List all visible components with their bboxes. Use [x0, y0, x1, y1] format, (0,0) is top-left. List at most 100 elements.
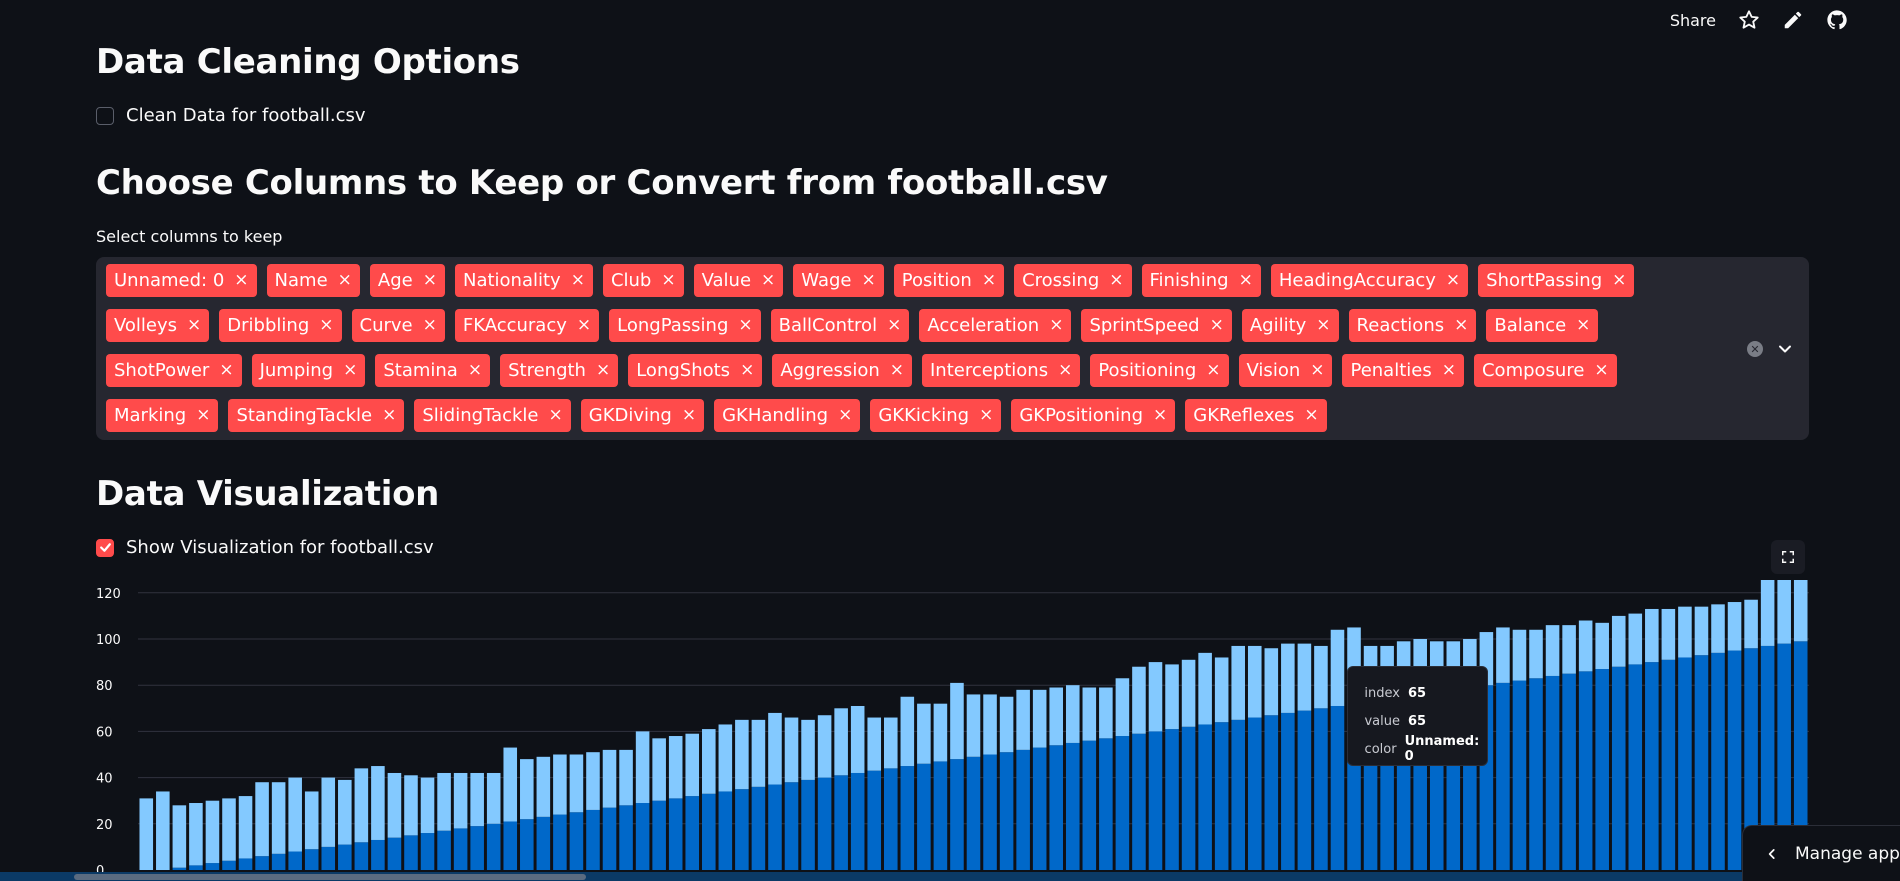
- bar-unnamed-0[interactable]: [205, 863, 220, 870]
- bar-unnamed-0[interactable]: [1661, 659, 1676, 870]
- tag-shortpassing[interactable]: ShortPassing ×: [1478, 264, 1635, 297]
- bar-age[interactable]: [1645, 608, 1659, 663]
- share-button[interactable]: Share: [1669, 10, 1716, 30]
- bar-unnamed-0[interactable]: [933, 761, 948, 870]
- bar-unnamed-0[interactable]: [801, 779, 815, 870]
- tag-stamina[interactable]: Stamina ×: [375, 354, 491, 387]
- bar-age[interactable]: [1065, 685, 1080, 743]
- bar-age[interactable]: [387, 772, 402, 838]
- bar-age[interactable]: [983, 694, 997, 755]
- bar-age[interactable]: [1314, 645, 1328, 709]
- remove-tag-icon[interactable]: ×: [1109, 270, 1124, 290]
- bar-unnamed-0[interactable]: [1578, 671, 1593, 870]
- bar-unnamed-0[interactable]: [1247, 717, 1262, 870]
- bar-age[interactable]: [668, 736, 683, 799]
- bar-unnamed-0[interactable]: [1264, 715, 1279, 870]
- tag-acceleration[interactable]: Acceleration ×: [919, 309, 1072, 342]
- tag-composure[interactable]: Composure ×: [1473, 354, 1617, 387]
- bar-unnamed-0[interactable]: [1727, 650, 1742, 870]
- remove-tag-icon[interactable]: ×: [467, 360, 483, 380]
- bar-age[interactable]: [321, 777, 336, 847]
- bar-unnamed-0[interactable]: [338, 844, 352, 870]
- bar-age[interactable]: [801, 719, 815, 780]
- bar-age[interactable]: [602, 749, 617, 808]
- tag-standingtackle[interactable]: StandingTackle ×: [228, 399, 405, 432]
- bar-age[interactable]: [553, 754, 567, 815]
- bar-age[interactable]: [1578, 620, 1593, 672]
- bar-age[interactable]: [735, 719, 749, 790]
- bar-unnamed-0[interactable]: [999, 752, 1014, 870]
- bar-age[interactable]: [1148, 662, 1163, 732]
- bar-unnamed-0[interactable]: [222, 860, 236, 870]
- remove-tag-icon[interactable]: ×: [887, 315, 902, 335]
- remove-tag-icon[interactable]: ×: [548, 405, 563, 425]
- bar-age[interactable]: [304, 791, 319, 850]
- remove-tag-icon[interactable]: ×: [681, 405, 697, 425]
- bar-age[interactable]: [1628, 613, 1643, 665]
- remove-tag-icon[interactable]: ×: [570, 270, 585, 290]
- remove-tag-icon[interactable]: ×: [1206, 360, 1221, 380]
- tag-agility[interactable]: Agility ×: [1241, 309, 1339, 342]
- bar-unnamed-0[interactable]: [950, 759, 964, 870]
- tag-curve[interactable]: Curve ×: [351, 309, 445, 342]
- tag-jumping[interactable]: Jumping ×: [251, 354, 366, 387]
- tag-volleys[interactable]: Volleys ×: [106, 309, 210, 342]
- bar-unnamed-0[interactable]: [1529, 678, 1543, 870]
- bar-unnamed-0[interactable]: [255, 856, 269, 870]
- bar-age[interactable]: [255, 782, 269, 857]
- remove-tag-icon[interactable]: ×: [1049, 315, 1064, 335]
- bar-unnamed-0[interactable]: [189, 865, 203, 870]
- bar-unnamed-0[interactable]: [850, 772, 865, 870]
- remove-tag-icon[interactable]: ×: [1454, 315, 1469, 335]
- bar-age[interactable]: [619, 749, 633, 806]
- bar-age[interactable]: [1661, 608, 1676, 660]
- bar-unnamed-0[interactable]: [553, 814, 567, 870]
- bar-unnamed-0[interactable]: [751, 786, 766, 870]
- remove-tag-icon[interactable]: ×: [319, 315, 334, 335]
- remove-tag-icon[interactable]: ×: [422, 270, 437, 290]
- tag-slidingtackle[interactable]: SlidingTackle ×: [414, 399, 571, 432]
- bar-age[interactable]: [238, 796, 253, 859]
- bar-unnamed-0[interactable]: [520, 819, 534, 870]
- bar-unnamed-0[interactable]: [1214, 722, 1229, 870]
- bar-age[interactable]: [189, 803, 203, 866]
- bar-age[interactable]: [652, 738, 666, 801]
- bar-age[interactable]: [1545, 625, 1560, 676]
- bar-unnamed-0[interactable]: [619, 805, 633, 870]
- tag-reactions[interactable]: Reactions ×: [1348, 309, 1477, 342]
- remove-tag-icon[interactable]: ×: [1441, 360, 1456, 380]
- remove-tag-icon[interactable]: ×: [187, 315, 202, 335]
- bar-unnamed-0[interactable]: [470, 826, 484, 870]
- tag-sprintspeed[interactable]: SprintSpeed ×: [1081, 309, 1232, 342]
- tag-shotpower[interactable]: ShotPower ×: [106, 354, 242, 387]
- remove-tag-icon[interactable]: ×: [1304, 405, 1319, 425]
- bar-age[interactable]: [1496, 627, 1510, 683]
- bar-unnamed-0[interactable]: [768, 784, 782, 870]
- bar-age[interactable]: [1744, 599, 1758, 649]
- bar-age[interactable]: [1115, 678, 1130, 737]
- bar-age[interactable]: [1711, 604, 1725, 653]
- bar-unnamed-0[interactable]: [1198, 724, 1212, 870]
- bar-age[interactable]: [354, 768, 369, 843]
- bar-age[interactable]: [917, 703, 931, 764]
- tag-balance[interactable]: Balance ×: [1486, 309, 1599, 342]
- bar-unnamed-0[interactable]: [503, 821, 518, 870]
- tag-gkhandling[interactable]: GKHandling ×: [714, 399, 861, 432]
- star-icon[interactable]: [1738, 9, 1760, 31]
- bar-unnamed-0[interactable]: [685, 796, 700, 870]
- bar-unnamed-0[interactable]: [1545, 675, 1560, 870]
- bar-unnamed-0[interactable]: [834, 775, 848, 870]
- github-icon[interactable]: [1826, 9, 1848, 31]
- bar-age[interactable]: [635, 731, 650, 804]
- bar-age[interactable]: [1231, 645, 1245, 720]
- bar-unnamed-0[interactable]: [1032, 747, 1047, 870]
- bar-age[interactable]: [817, 715, 832, 778]
- bar-unnamed-0[interactable]: [1148, 731, 1163, 870]
- remove-tag-icon[interactable]: ×: [576, 315, 592, 335]
- remove-tag-icon[interactable]: ×: [1238, 270, 1253, 290]
- tag-strength[interactable]: Strength ×: [500, 354, 619, 387]
- bar-age[interactable]: [1330, 629, 1345, 706]
- manage-app-button[interactable]: Manage app: [1742, 825, 1900, 881]
- bar-unnamed-0[interactable]: [1181, 726, 1196, 870]
- bar-unnamed-0[interactable]: [867, 770, 882, 870]
